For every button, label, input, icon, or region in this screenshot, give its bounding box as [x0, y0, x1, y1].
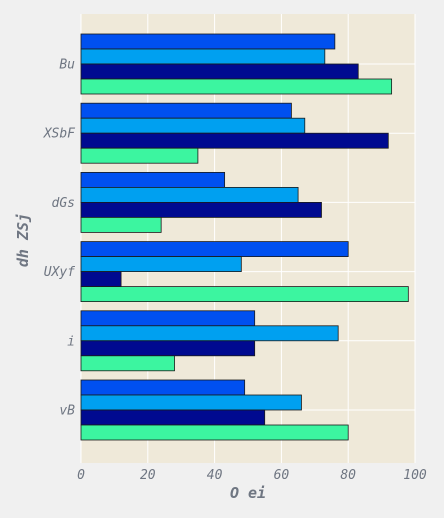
- bar: [80, 424, 349, 441]
- bars: [80, 33, 409, 441]
- bar: [80, 286, 409, 303]
- bar: [80, 78, 393, 95]
- bar: [80, 271, 122, 288]
- bar: [80, 256, 242, 273]
- bar: [80, 394, 302, 411]
- y-tick-label: i: [67, 334, 75, 349]
- y-tick-label: UXyf: [44, 265, 75, 280]
- bar: [80, 355, 175, 372]
- y-tick-label: Bu: [59, 58, 75, 73]
- x-tick-label: 100: [403, 468, 427, 483]
- bar: [80, 48, 326, 65]
- bar: [80, 241, 349, 258]
- x-tick-label: 80: [340, 468, 356, 483]
- bar: [80, 201, 322, 218]
- y-tick-label: dGs: [52, 196, 75, 211]
- y-tick-label: XSbF: [43, 127, 76, 142]
- bar: [80, 216, 162, 233]
- x-axis-title: O ei: [230, 484, 266, 502]
- bar: [80, 325, 339, 342]
- bar: [80, 379, 246, 396]
- bar: [80, 186, 299, 203]
- x-tick-label: 60: [274, 468, 290, 483]
- bar: [80, 147, 199, 164]
- x-tick-label: 40: [207, 468, 223, 483]
- bar: [80, 117, 306, 134]
- bar: [80, 310, 256, 327]
- bar: [80, 33, 336, 50]
- bar: [80, 132, 389, 149]
- x-tick-labels: 0 20 40 60 80 100: [77, 468, 427, 483]
- bar: [80, 63, 359, 80]
- x-tick-label: 0: [77, 468, 85, 483]
- bar: [80, 409, 266, 426]
- bar: [80, 340, 256, 357]
- y-tick-labels: Bu XSbF dGs UXyf i vB: [43, 58, 76, 419]
- bar: [80, 171, 226, 188]
- y-tick-label: vB: [59, 404, 75, 419]
- x-tick-label: 20: [140, 468, 156, 483]
- y-axis-title: dh ZSj: [14, 213, 32, 267]
- bar: [80, 102, 292, 119]
